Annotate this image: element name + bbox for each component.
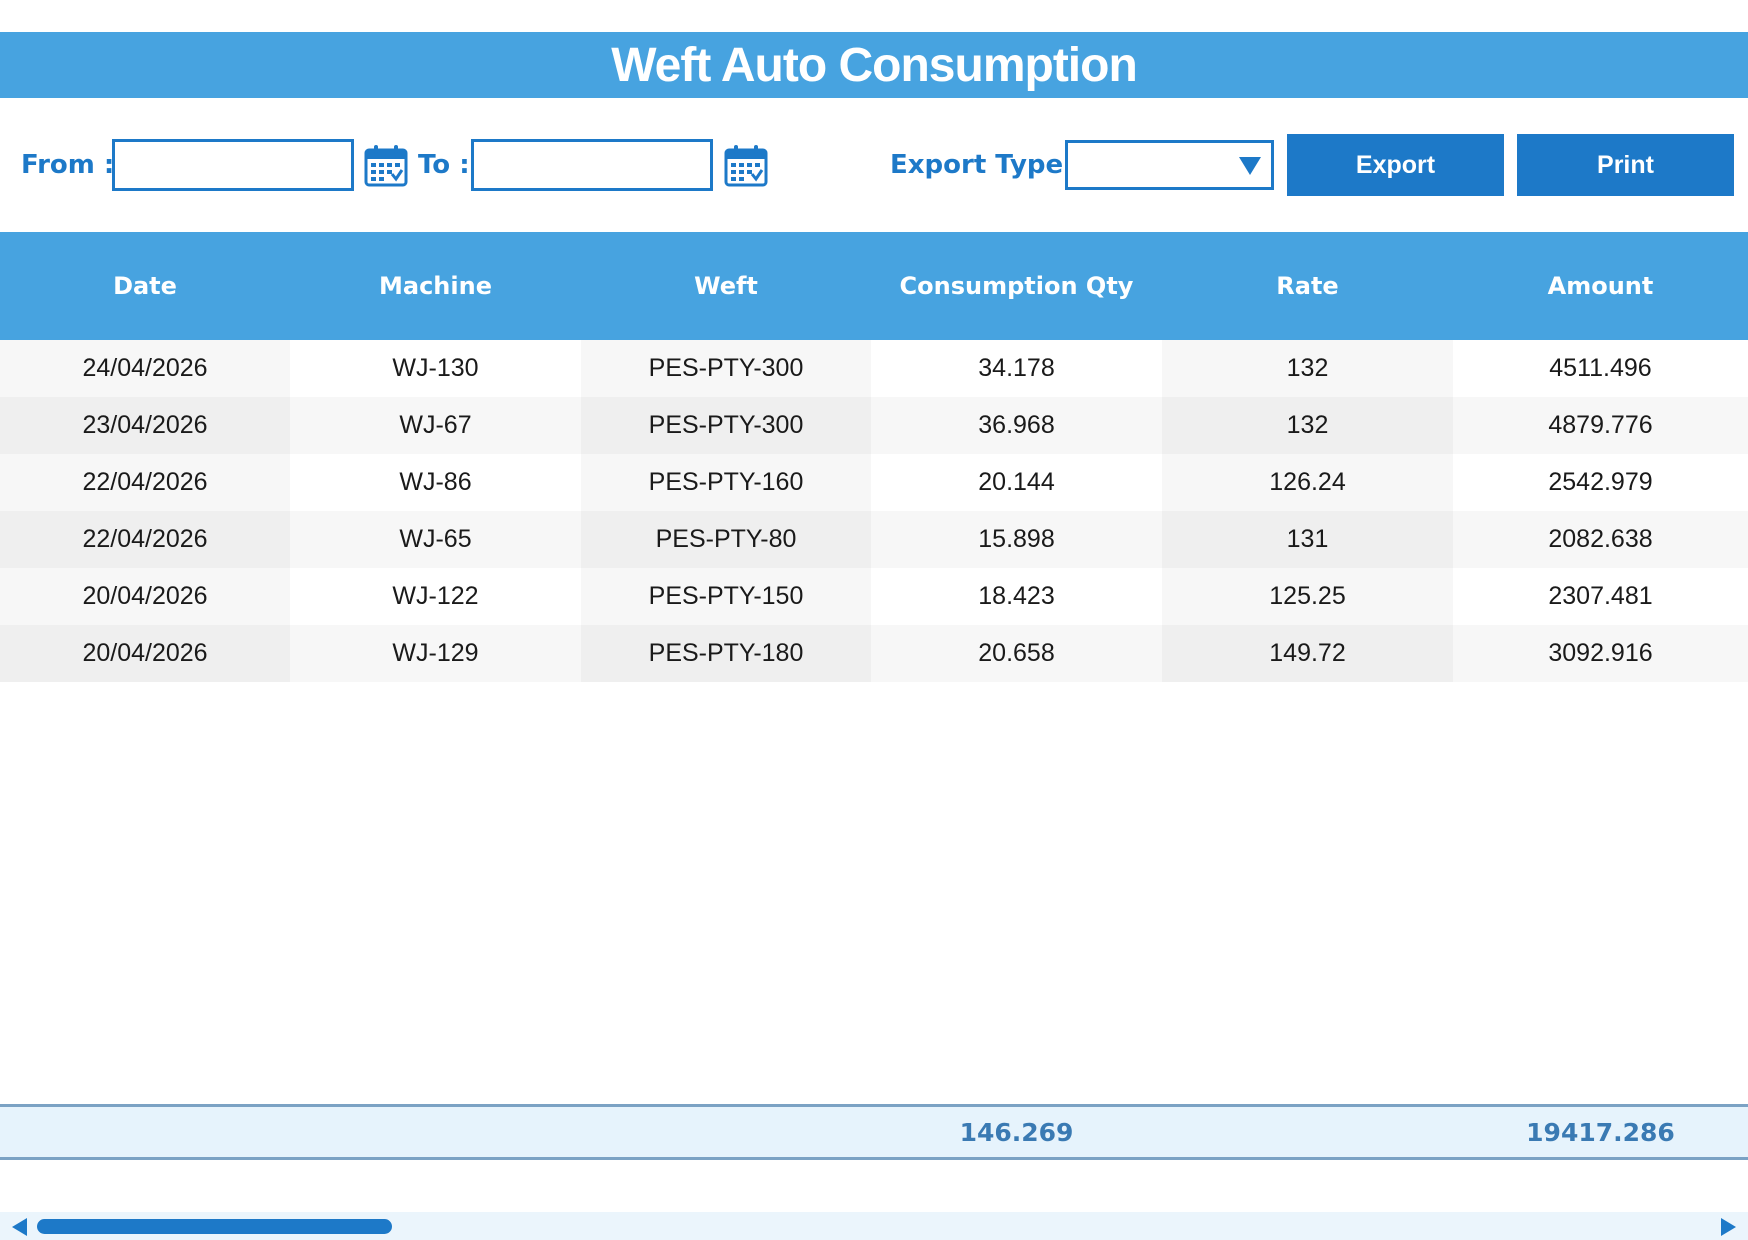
cell-machine: WJ-130 [290,340,581,397]
cell-amount: 2082.638 [1453,511,1748,568]
cell-amount: 4511.496 [1453,340,1748,397]
cell-machine: WJ-86 [290,454,581,511]
column-header-amount[interactable]: Amount [1547,272,1654,300]
export-type-label: Export Type : [890,150,1083,180]
cell-amount: 2307.481 [1453,568,1748,625]
cell-date: 20/04/2026 [0,625,290,682]
cell-consumption-qty: 20.144 [871,454,1162,511]
cell-date: 22/04/2026 [0,511,290,568]
table-body: 24/04/2026 WJ-130 PES-PTY-300 34.178 132… [0,340,1748,682]
scroll-right-icon[interactable] [1721,1218,1736,1236]
totals-row: 146.269 19417.286 [0,1104,1748,1160]
cell-consumption-qty: 15.898 [871,511,1162,568]
cell-weft: PES-PTY-80 [581,511,871,568]
to-label: To : [418,150,470,180]
cell-weft: PES-PTY-300 [581,340,871,397]
table-row[interactable]: 24/04/2026 WJ-130 PES-PTY-300 34.178 132… [0,340,1748,397]
cell-weft: PES-PTY-180 [581,625,871,682]
from-calendar-icon[interactable] [364,143,408,187]
table-header: Date Machine Weft Consumption Qty Rate A… [0,232,1748,340]
total-amount: 19417.286 [1526,1117,1675,1147]
column-header-machine[interactable]: Machine [379,272,492,300]
table-row[interactable]: 20/04/2026 WJ-129 PES-PTY-180 20.658 149… [0,625,1748,682]
cell-machine: WJ-65 [290,511,581,568]
cell-machine: WJ-122 [290,568,581,625]
table-row[interactable]: 23/04/2026 WJ-67 PES-PTY-300 36.968 132 … [0,397,1748,454]
cell-consumption-qty: 36.968 [871,397,1162,454]
cell-date: 24/04/2026 [0,340,290,397]
print-button[interactable]: Print [1517,134,1734,196]
cell-weft: PES-PTY-300 [581,397,871,454]
table-row[interactable]: 20/04/2026 WJ-122 PES-PTY-150 18.423 125… [0,568,1748,625]
table-row[interactable]: 22/04/2026 WJ-65 PES-PTY-80 15.898 131 2… [0,511,1748,568]
cell-machine: WJ-129 [290,625,581,682]
cell-date: 23/04/2026 [0,397,290,454]
export-type-select[interactable] [1065,140,1274,190]
table-row[interactable]: 22/04/2026 WJ-86 PES-PTY-160 20.144 126.… [0,454,1748,511]
from-label: From : [21,150,115,180]
cell-amount: 4879.776 [1453,397,1748,454]
cell-rate: 149.72 [1162,625,1453,682]
cell-consumption-qty: 20.658 [871,625,1162,682]
cell-consumption-qty: 34.178 [871,340,1162,397]
from-date-input[interactable] [112,139,354,191]
cell-rate: 131 [1162,511,1453,568]
cell-amount: 2542.979 [1453,454,1748,511]
scrollbar-thumb[interactable] [37,1219,392,1234]
cell-consumption-qty: 18.423 [871,568,1162,625]
cell-date: 20/04/2026 [0,568,290,625]
cell-rate: 125.25 [1162,568,1453,625]
cell-date: 22/04/2026 [0,454,290,511]
cell-rate: 126.24 [1162,454,1453,511]
cell-rate: 132 [1162,397,1453,454]
page-title: Weft Auto Consumption [0,32,1748,98]
column-header-consumption-qty[interactable]: Consumption Qty [899,272,1134,300]
scroll-left-icon[interactable] [12,1218,27,1236]
column-header-weft[interactable]: Weft [694,272,758,300]
export-button[interactable]: Export [1287,134,1504,196]
column-header-date[interactable]: Date [113,272,177,300]
horizontal-scrollbar[interactable] [0,1212,1748,1240]
cell-machine: WJ-67 [290,397,581,454]
cell-weft: PES-PTY-150 [581,568,871,625]
chevron-down-icon [1239,157,1261,175]
to-date-input[interactable] [471,139,713,191]
cell-amount: 3092.916 [1453,625,1748,682]
total-consumption-qty: 146.269 [959,1117,1074,1147]
cell-weft: PES-PTY-160 [581,454,871,511]
column-header-rate[interactable]: Rate [1276,272,1339,300]
cell-rate: 132 [1162,340,1453,397]
to-calendar-icon[interactable] [724,143,768,187]
